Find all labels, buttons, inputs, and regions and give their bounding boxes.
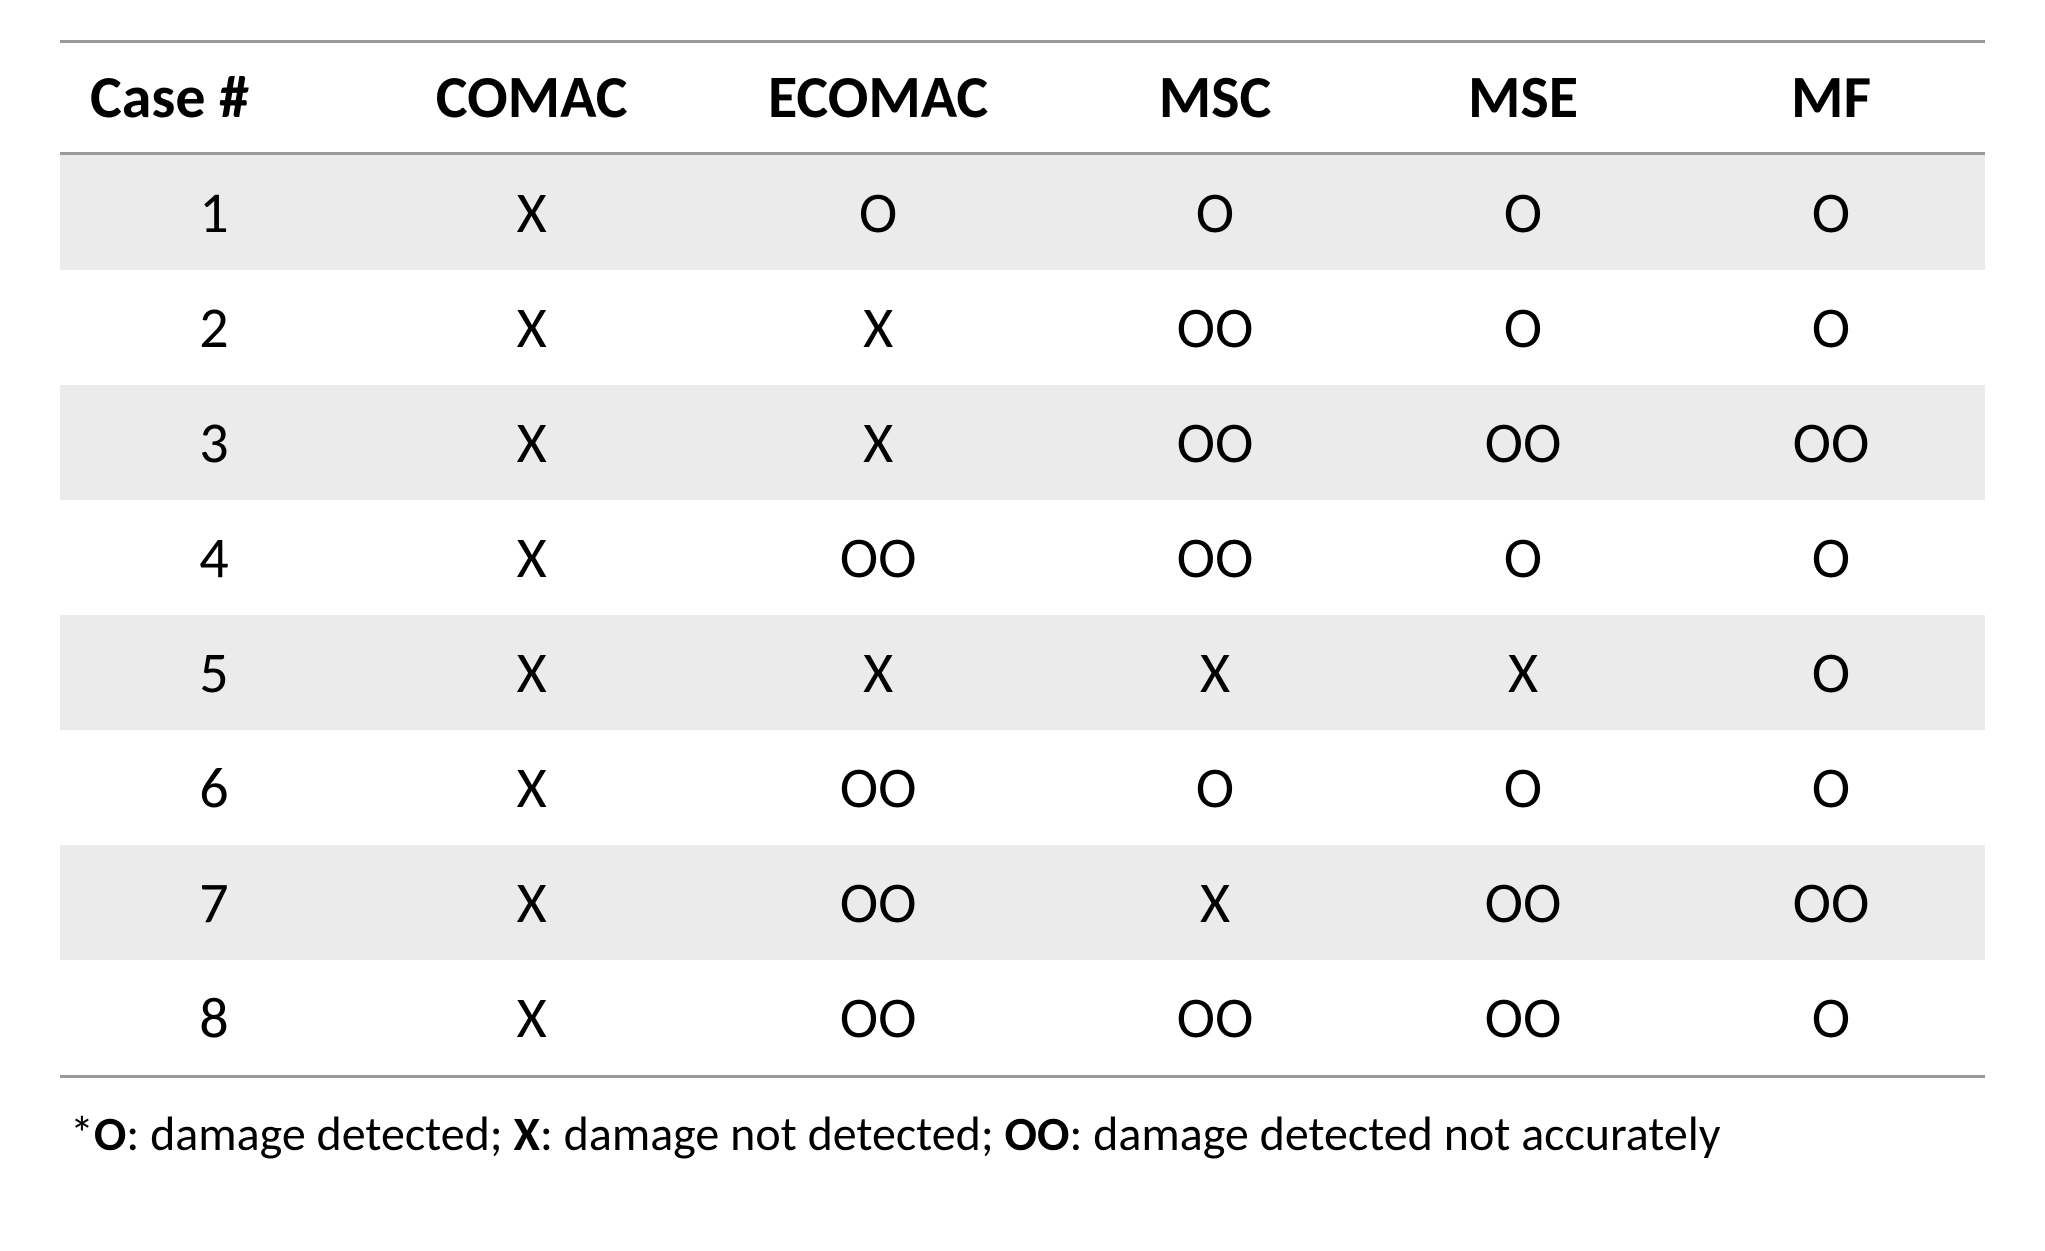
cell-ecomac: X xyxy=(695,270,1061,385)
cell-mse: O xyxy=(1369,730,1677,845)
cell-ecomac: OO xyxy=(695,845,1061,960)
cell-case: 7 xyxy=(60,845,368,960)
cell-ecomac: O xyxy=(695,154,1061,271)
cell-mse: O xyxy=(1369,154,1677,271)
cell-ecomac: OO xyxy=(695,960,1061,1077)
cell-mf: O xyxy=(1677,615,1985,730)
cell-comac: X xyxy=(368,730,695,845)
cell-msc: X xyxy=(1061,845,1369,960)
table-row: 6 X OO O O O xyxy=(60,730,1985,845)
header-ecomac: ECOMAC xyxy=(695,42,1061,154)
cell-comac: X xyxy=(368,845,695,960)
table-row: 1 X O O O O xyxy=(60,154,1985,271)
header-msc: MSC xyxy=(1061,42,1369,154)
legend-prefix: * xyxy=(70,1104,94,1163)
cell-mf: O xyxy=(1677,500,1985,615)
cell-case: 3 xyxy=(60,385,368,500)
cell-case: 8 xyxy=(60,960,368,1077)
legend: *O: damage detected; X: damage not detec… xyxy=(60,1078,1985,1167)
cell-msc: X xyxy=(1061,615,1369,730)
cell-ecomac: OO xyxy=(695,500,1061,615)
cell-msc: O xyxy=(1061,154,1369,271)
header-comac: COMAC xyxy=(368,42,695,154)
cell-mse: X xyxy=(1369,615,1677,730)
cell-mse: OO xyxy=(1369,960,1677,1077)
cell-mf: O xyxy=(1677,270,1985,385)
cell-mf: O xyxy=(1677,730,1985,845)
cell-case: 6 xyxy=(60,730,368,845)
cell-case: 4 xyxy=(60,500,368,615)
cell-ecomac: X xyxy=(695,615,1061,730)
table-row: 4 X OO OO O O xyxy=(60,500,1985,615)
cell-msc: OO xyxy=(1061,500,1369,615)
cell-mf: OO xyxy=(1677,845,1985,960)
cell-comac: X xyxy=(368,960,695,1077)
legend-text-o: : damage detected xyxy=(126,1104,489,1163)
cell-case: 2 xyxy=(60,270,368,385)
damage-detection-table: Case # COMAC ECOMAC MSC MSE MF 1 X O O O… xyxy=(60,40,1985,1078)
header-case: Case # xyxy=(60,42,368,154)
table-container: Case # COMAC ECOMAC MSC MSE MF 1 X O O O… xyxy=(0,0,2045,1207)
legend-sep: ; xyxy=(490,1104,514,1163)
cell-mf: O xyxy=(1677,960,1985,1077)
cell-msc: OO xyxy=(1061,270,1369,385)
legend-text-oo: : damage detected not accurately xyxy=(1069,1104,1720,1163)
cell-case: 5 xyxy=(60,615,368,730)
cell-msc: OO xyxy=(1061,960,1369,1077)
header-mf: MF xyxy=(1677,42,1985,154)
table-row: 5 X X X X O xyxy=(60,615,1985,730)
table-header-row: Case # COMAC ECOMAC MSC MSE MF xyxy=(60,42,1985,154)
legend-symbol-oo: OO xyxy=(1005,1104,1070,1163)
cell-ecomac: OO xyxy=(695,730,1061,845)
legend-sep: ; xyxy=(981,1104,1005,1163)
table-row: 2 X X OO O O xyxy=(60,270,1985,385)
cell-mse: OO xyxy=(1369,845,1677,960)
cell-comac: X xyxy=(368,615,695,730)
cell-msc: OO xyxy=(1061,385,1369,500)
legend-symbol-x: X xyxy=(514,1104,540,1163)
header-mse: MSE xyxy=(1369,42,1677,154)
cell-mse: O xyxy=(1369,270,1677,385)
cell-ecomac: X xyxy=(695,385,1061,500)
cell-comac: X xyxy=(368,500,695,615)
cell-mse: O xyxy=(1369,500,1677,615)
legend-symbol-o: O xyxy=(94,1104,126,1163)
cell-mse: OO xyxy=(1369,385,1677,500)
cell-msc: O xyxy=(1061,730,1369,845)
cell-mf: OO xyxy=(1677,385,1985,500)
legend-text-x: : damage not detected xyxy=(540,1104,981,1163)
table-row: 3 X X OO OO OO xyxy=(60,385,1985,500)
cell-mf: O xyxy=(1677,154,1985,271)
cell-case: 1 xyxy=(60,154,368,271)
cell-comac: X xyxy=(368,154,695,271)
cell-comac: X xyxy=(368,385,695,500)
table-row: 7 X OO X OO OO xyxy=(60,845,1985,960)
table-row: 8 X OO OO OO O xyxy=(60,960,1985,1077)
cell-comac: X xyxy=(368,270,695,385)
